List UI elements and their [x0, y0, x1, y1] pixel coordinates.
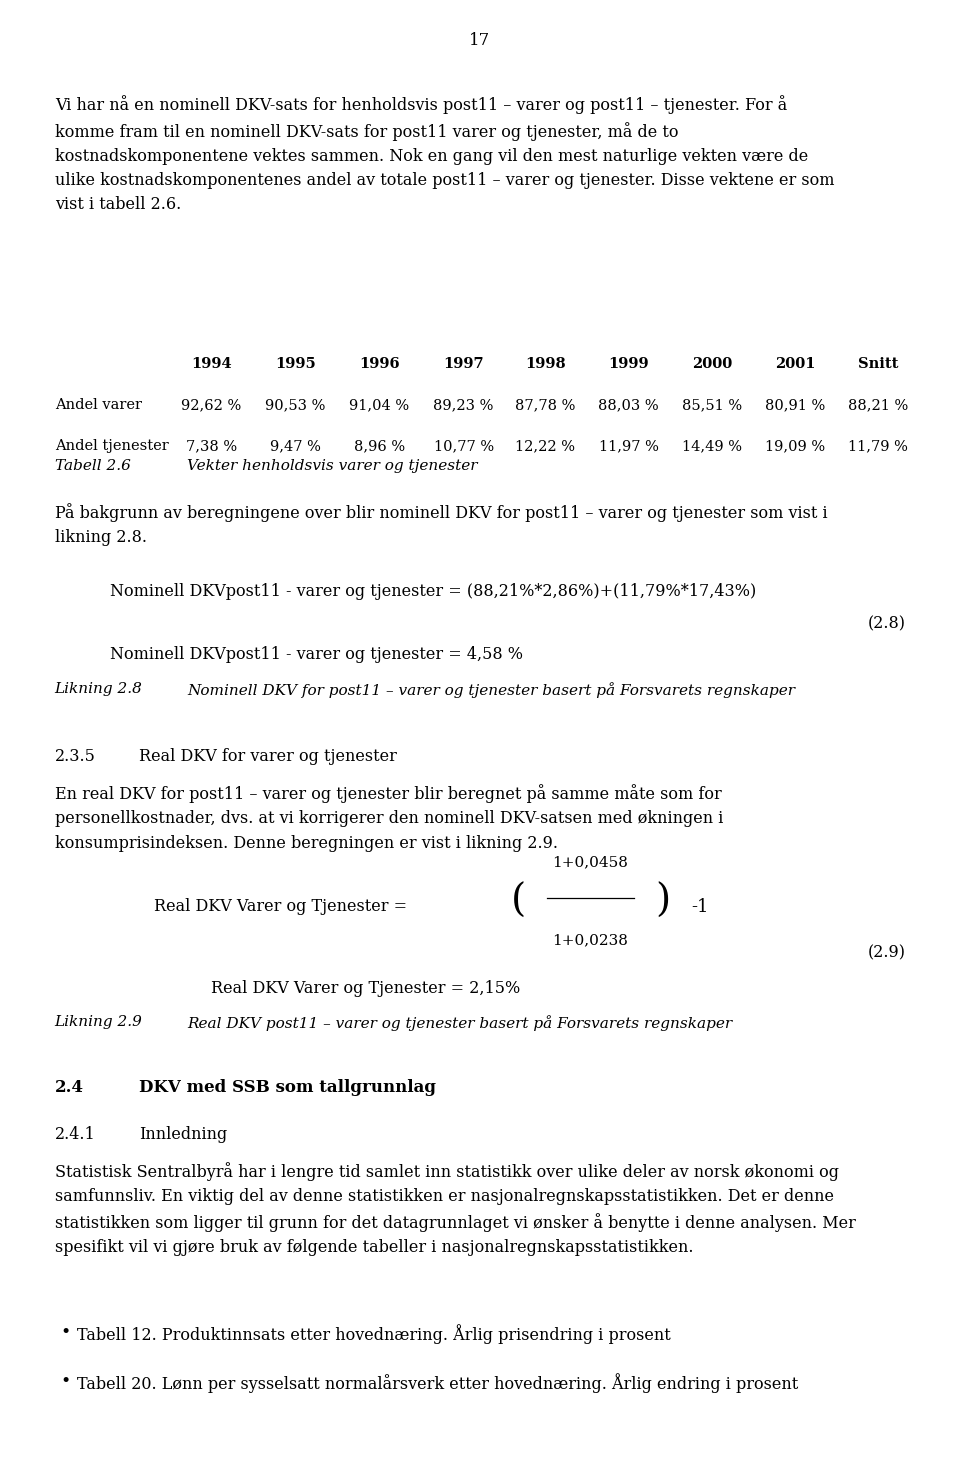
Text: 9,47 %: 9,47 %	[271, 439, 321, 453]
Text: 1997: 1997	[444, 357, 484, 372]
Text: 88,03 %: 88,03 %	[598, 398, 660, 413]
Text: 14,49 %: 14,49 %	[683, 439, 742, 453]
Text: Andel tjenester: Andel tjenester	[55, 439, 168, 453]
Text: Tabell 12. Produktinnsats etter hovednæring. Årlig prisendring i prosent: Tabell 12. Produktinnsats etter hovednær…	[77, 1324, 670, 1344]
Text: 90,53 %: 90,53 %	[266, 398, 325, 413]
Text: 8,96 %: 8,96 %	[353, 439, 405, 453]
Text: 19,09 %: 19,09 %	[765, 439, 825, 453]
Text: 87,78 %: 87,78 %	[516, 398, 575, 413]
Text: Snitt: Snitt	[858, 357, 899, 372]
Text: 7,38 %: 7,38 %	[185, 439, 237, 453]
Text: Vekter henholdsvis varer og tjenester: Vekter henholdsvis varer og tjenester	[187, 459, 478, 474]
Text: 11,97 %: 11,97 %	[599, 439, 659, 453]
Text: •: •	[60, 1373, 70, 1391]
Text: (: (	[511, 882, 526, 920]
Text: Statistisk Sentralbyrå har i lengre tid samlet inn statistikk over ulike deler a: Statistisk Sentralbyrå har i lengre tid …	[55, 1162, 855, 1257]
Text: DKV med SSB som tallgrunnlag: DKV med SSB som tallgrunnlag	[139, 1079, 436, 1096]
Text: 2.3.5: 2.3.5	[55, 748, 96, 765]
Text: Real DKV Varer og Tjenester = 2,15%: Real DKV Varer og Tjenester = 2,15%	[211, 980, 520, 997]
Text: 80,91 %: 80,91 %	[765, 398, 825, 413]
Text: (2.9): (2.9)	[867, 945, 905, 962]
Text: Vi har nå en nominell DKV-sats for henholdsvis post11 – varer og post11 – tjenes: Vi har nå en nominell DKV-sats for henho…	[55, 95, 834, 213]
Text: 1+0,0238: 1+0,0238	[552, 933, 629, 948]
Text: 1+0,0458: 1+0,0458	[552, 854, 629, 869]
Text: En real DKV for post11 – varer og tjenester blir beregnet på samme måte som for
: En real DKV for post11 – varer og tjenes…	[55, 784, 723, 851]
Text: Innledning: Innledning	[139, 1126, 228, 1143]
Text: ): )	[655, 882, 670, 920]
Text: Tabell 20. Lønn per sysselsatt normalårsverk etter hovednæring. Årlig endring i : Tabell 20. Lønn per sysselsatt normalårs…	[77, 1373, 798, 1394]
Text: 12,22 %: 12,22 %	[516, 439, 575, 453]
Text: Real DKV post11 – varer og tjenester basert på Forsvarets regnskaper: Real DKV post11 – varer og tjenester bas…	[187, 1015, 732, 1031]
Text: Nominell DKVpost11 - varer og tjenester = 4,58 %: Nominell DKVpost11 - varer og tjenester …	[110, 646, 523, 663]
Text: Nominell DKV for post11 – varer og tjenester basert på Forsvarets regnskaper: Nominell DKV for post11 – varer og tjene…	[187, 682, 795, 698]
Text: 1998: 1998	[525, 357, 565, 372]
Text: Tabell 2.6: Tabell 2.6	[55, 459, 131, 474]
Text: 1995: 1995	[276, 357, 316, 372]
Text: (2.8): (2.8)	[867, 615, 905, 633]
Text: 1996: 1996	[359, 357, 399, 372]
Text: Real DKV for varer og tjenester: Real DKV for varer og tjenester	[139, 748, 397, 765]
Text: 85,51 %: 85,51 %	[683, 398, 742, 413]
Text: •: •	[60, 1324, 70, 1341]
Text: 92,62 %: 92,62 %	[181, 398, 241, 413]
Text: 2.4: 2.4	[55, 1079, 84, 1096]
Text: Nominell DKVpost11 - varer og tjenester = (88,21%*2,86%)+(11,79%*17,43%): Nominell DKVpost11 - varer og tjenester …	[110, 583, 756, 601]
Text: På bakgrunn av beregningene over blir nominell DKV for post11 – varer og tjenest: På bakgrunn av beregningene over blir no…	[55, 503, 828, 547]
Text: 2.4.1: 2.4.1	[55, 1126, 95, 1143]
Text: Likning 2.8: Likning 2.8	[55, 682, 143, 697]
Text: 17: 17	[469, 32, 491, 50]
Text: 2001: 2001	[775, 357, 815, 372]
Text: 89,23 %: 89,23 %	[434, 398, 493, 413]
Text: 1999: 1999	[609, 357, 649, 372]
Text: -1: -1	[691, 898, 708, 916]
Text: Andel varer: Andel varer	[55, 398, 142, 413]
Text: Likning 2.9: Likning 2.9	[55, 1015, 143, 1029]
Text: 11,79 %: 11,79 %	[849, 439, 908, 453]
Text: 1994: 1994	[191, 357, 231, 372]
Text: Real DKV Varer og Tjenester =: Real DKV Varer og Tjenester =	[154, 898, 407, 916]
Text: 2000: 2000	[692, 357, 732, 372]
Text: 10,77 %: 10,77 %	[434, 439, 493, 453]
Text: 91,04 %: 91,04 %	[349, 398, 409, 413]
Text: 88,21 %: 88,21 %	[849, 398, 908, 413]
